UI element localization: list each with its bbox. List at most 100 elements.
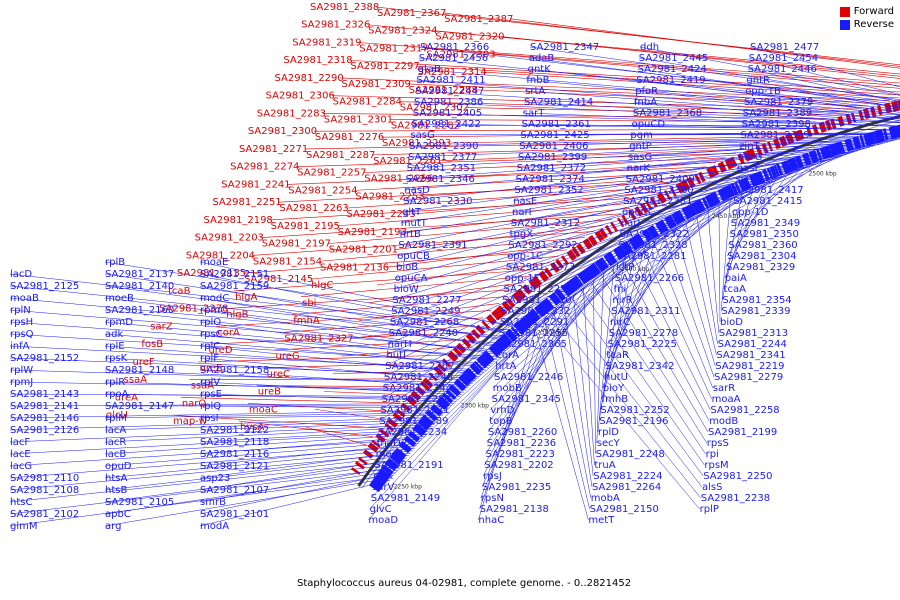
reverse-gene-label: lacG	[10, 461, 32, 472]
reverse-gene	[492, 340, 506, 353]
reverse-gene-label: opp-1C	[507, 251, 543, 262]
forward-leader-line	[340, 77, 890, 101]
reverse-leader-line	[543, 318, 590, 510]
forward-gene	[594, 230, 605, 242]
reverse-leader-line	[9, 431, 429, 455]
forward-gene	[543, 267, 553, 278]
reverse-gene-label: rplD	[598, 427, 619, 438]
reverse-leader-line	[104, 285, 518, 341]
reverse-leader-line	[104, 369, 471, 386]
reverse-leader-line	[199, 273, 523, 337]
reverse-gene-label: tpgX	[510, 229, 534, 240]
reverse-leader-line	[199, 405, 450, 409]
reverse-gene-label: SA2981_2332	[501, 306, 570, 317]
reverse-leader-line	[516, 141, 888, 169]
forward-gene-label: SA2981_2201	[329, 245, 398, 256]
forward-gene-label: SA2981_2303	[426, 49, 495, 60]
reverse-gene-label: SA2981_2374	[516, 174, 585, 185]
forward-gene-label: SA2981_2326	[301, 20, 370, 31]
reverse-gene-label: SA2981_2477	[750, 42, 819, 53]
reverse-gene-label: tcaR	[606, 350, 629, 361]
forward-leader-line	[318, 237, 585, 262]
reverse-leader-line	[736, 143, 882, 169]
reverse-leader-line	[9, 273, 528, 333]
reverse-gene	[769, 165, 778, 179]
reverse-leader-line	[734, 150, 858, 191]
forward-gene-label: SA2981_2261	[373, 156, 442, 167]
forward-leader-line	[313, 128, 797, 132]
forward-leader-line	[425, 48, 900, 86]
reverse-leader-line	[385, 223, 684, 367]
forward-leader-line	[180, 397, 401, 404]
forward-gene-label: SA2981_2290	[275, 73, 344, 84]
forward-leader-line	[331, 95, 858, 110]
forward-gene	[576, 243, 586, 255]
reverse-gene-label: SA2981_2159	[200, 281, 269, 292]
reverse-gene-label: SA2981_2255	[499, 328, 568, 339]
forward-gene-label: corA	[217, 327, 240, 338]
forward-leader-line	[265, 362, 437, 369]
forward-leader-line	[336, 202, 640, 227]
forward-leader-line	[234, 268, 542, 292]
reverse-gene-label: rplV	[200, 377, 220, 388]
reverse-gene	[816, 148, 823, 161]
reverse-gene	[560, 283, 573, 297]
reverse-gene-label: arg	[105, 521, 121, 532]
reverse-leader-line	[619, 165, 814, 235]
reverse-gene-label: SA2981_2277	[392, 295, 461, 306]
reverse-gene-label: htsA	[105, 473, 127, 484]
forward-leader-line	[225, 289, 516, 309]
reverse-gene	[478, 353, 492, 366]
reverse-leader-line	[611, 198, 734, 312]
reverse-gene-label: SA2981_2379	[744, 97, 813, 108]
forward-gene	[560, 255, 569, 265]
reverse-leader-line	[104, 447, 415, 479]
forward-gene	[604, 224, 613, 235]
reverse-gene-label: SA2981_2116	[200, 449, 269, 460]
reverse-leader-line	[9, 474, 394, 527]
reverse-gene	[427, 409, 438, 420]
reverse-leader-line	[9, 438, 423, 467]
forward-gene	[362, 449, 374, 459]
reverse-leader-line	[388, 206, 717, 334]
reverse-leader-line	[104, 470, 398, 515]
reverse-gene-label: rplP	[700, 504, 719, 515]
reverse-gene-label: rpmJ	[10, 377, 33, 388]
reverse-gene-label: nirR	[612, 295, 632, 306]
reverse-gene	[695, 199, 706, 212]
forward-leader-line	[510, 18, 900, 69]
reverse-leader-line	[707, 210, 720, 334]
forward-gene-label: SA2981_2263	[279, 203, 348, 214]
reverse-leader-line	[492, 237, 659, 389]
reverse-gene-label: SA2981_2351	[407, 163, 476, 174]
forward-gene-label: hlgC	[311, 280, 333, 291]
reverse-leader-line	[663, 234, 715, 378]
reverse-leader-line	[617, 173, 791, 257]
forward-gene-label: SA2981_2241	[221, 179, 290, 190]
reverse-gene-label: SA2981_2199	[708, 427, 777, 438]
reverse-gene-label: opuD	[105, 461, 132, 472]
reverse-leader-line	[637, 68, 900, 108]
reverse-gene-label: SA2981_2151	[200, 269, 269, 280]
reverse-gene-label: opp-1F	[505, 273, 540, 284]
reverse-leader-line	[9, 410, 448, 419]
reverse-gene-label: SA2981_2313	[719, 328, 788, 339]
reverse-gene-label: moeA	[376, 449, 405, 460]
legend-reverse: Reverse	[839, 19, 894, 30]
forward-gene	[650, 197, 658, 208]
reverse-gene-label: SA2981_2350	[730, 229, 799, 240]
reverse-gene-label: bioW	[394, 284, 419, 295]
reverse-leader-line	[398, 167, 808, 246]
forward-leader-line	[269, 196, 650, 221]
reverse-leader-line	[389, 201, 728, 323]
reverse-gene-label: SA2981_2454	[749, 53, 818, 64]
reverse-gene-label: SA2981_2137	[105, 269, 174, 280]
reverse-gene	[464, 369, 476, 381]
forward-leader-line	[465, 107, 838, 116]
reverse-gene	[794, 155, 803, 169]
forward-gene-label: SA2981_2154	[253, 256, 322, 267]
reverse-gene-label: modA	[200, 521, 229, 532]
forward-gene	[845, 113, 853, 125]
reverse-gene-label: SA2981_2219	[715, 361, 784, 372]
reverse-leader-line	[525, 90, 900, 119]
